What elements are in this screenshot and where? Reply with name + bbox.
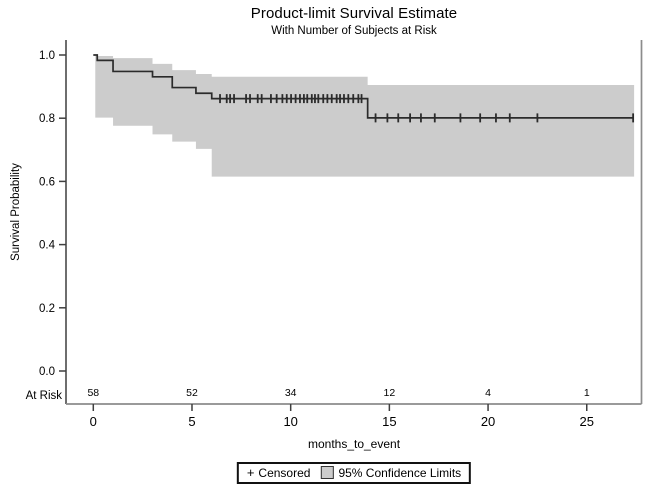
censored-plus-symbol: +: [246, 465, 255, 480]
x-tick-label: 15: [382, 414, 396, 429]
ci-band: [95, 55, 635, 177]
y-tick-label: 1.0: [39, 50, 55, 62]
x-tick-label: 5: [188, 414, 195, 429]
x-tick-label: 0: [90, 414, 97, 429]
ci-band-swatch: [320, 466, 334, 479]
chart-title: Product-limit Survival Estimate: [250, 5, 458, 22]
at-risk-count: 52: [186, 387, 198, 399]
x-axis-title: months_to_event: [307, 437, 401, 451]
legend-box: + Censored 95% Confidence Limits: [236, 462, 472, 484]
y-tick-label: 0.0: [39, 366, 55, 378]
x-tick-label: 10: [283, 414, 297, 429]
y-tick-label: 0.8: [39, 113, 55, 125]
at-risk-count: 12: [384, 387, 396, 399]
at-risk-count: 34: [285, 387, 297, 399]
at-risk-label: At Risk: [26, 390, 63, 402]
survival-curve: [93, 54, 634, 119]
at-risk-count: 1: [584, 387, 590, 399]
x-tick-label: 20: [481, 414, 495, 429]
x-tick-label: 25: [580, 414, 594, 429]
y-tick-label: 0.4: [39, 240, 56, 252]
legend-censored-label: Censored: [258, 465, 311, 480]
chart-subtitle: With Number of Subjects at Risk: [271, 25, 437, 37]
at-risk-count: 4: [485, 387, 491, 399]
y-tick-label: 0.6: [39, 176, 55, 188]
y-tick-label: 0.2: [39, 303, 55, 315]
at-risk-count: 58: [87, 387, 99, 399]
legend-ci-label: 95% Confidence Limits: [338, 465, 462, 480]
y-axis-title: Survival Probability: [10, 163, 22, 261]
